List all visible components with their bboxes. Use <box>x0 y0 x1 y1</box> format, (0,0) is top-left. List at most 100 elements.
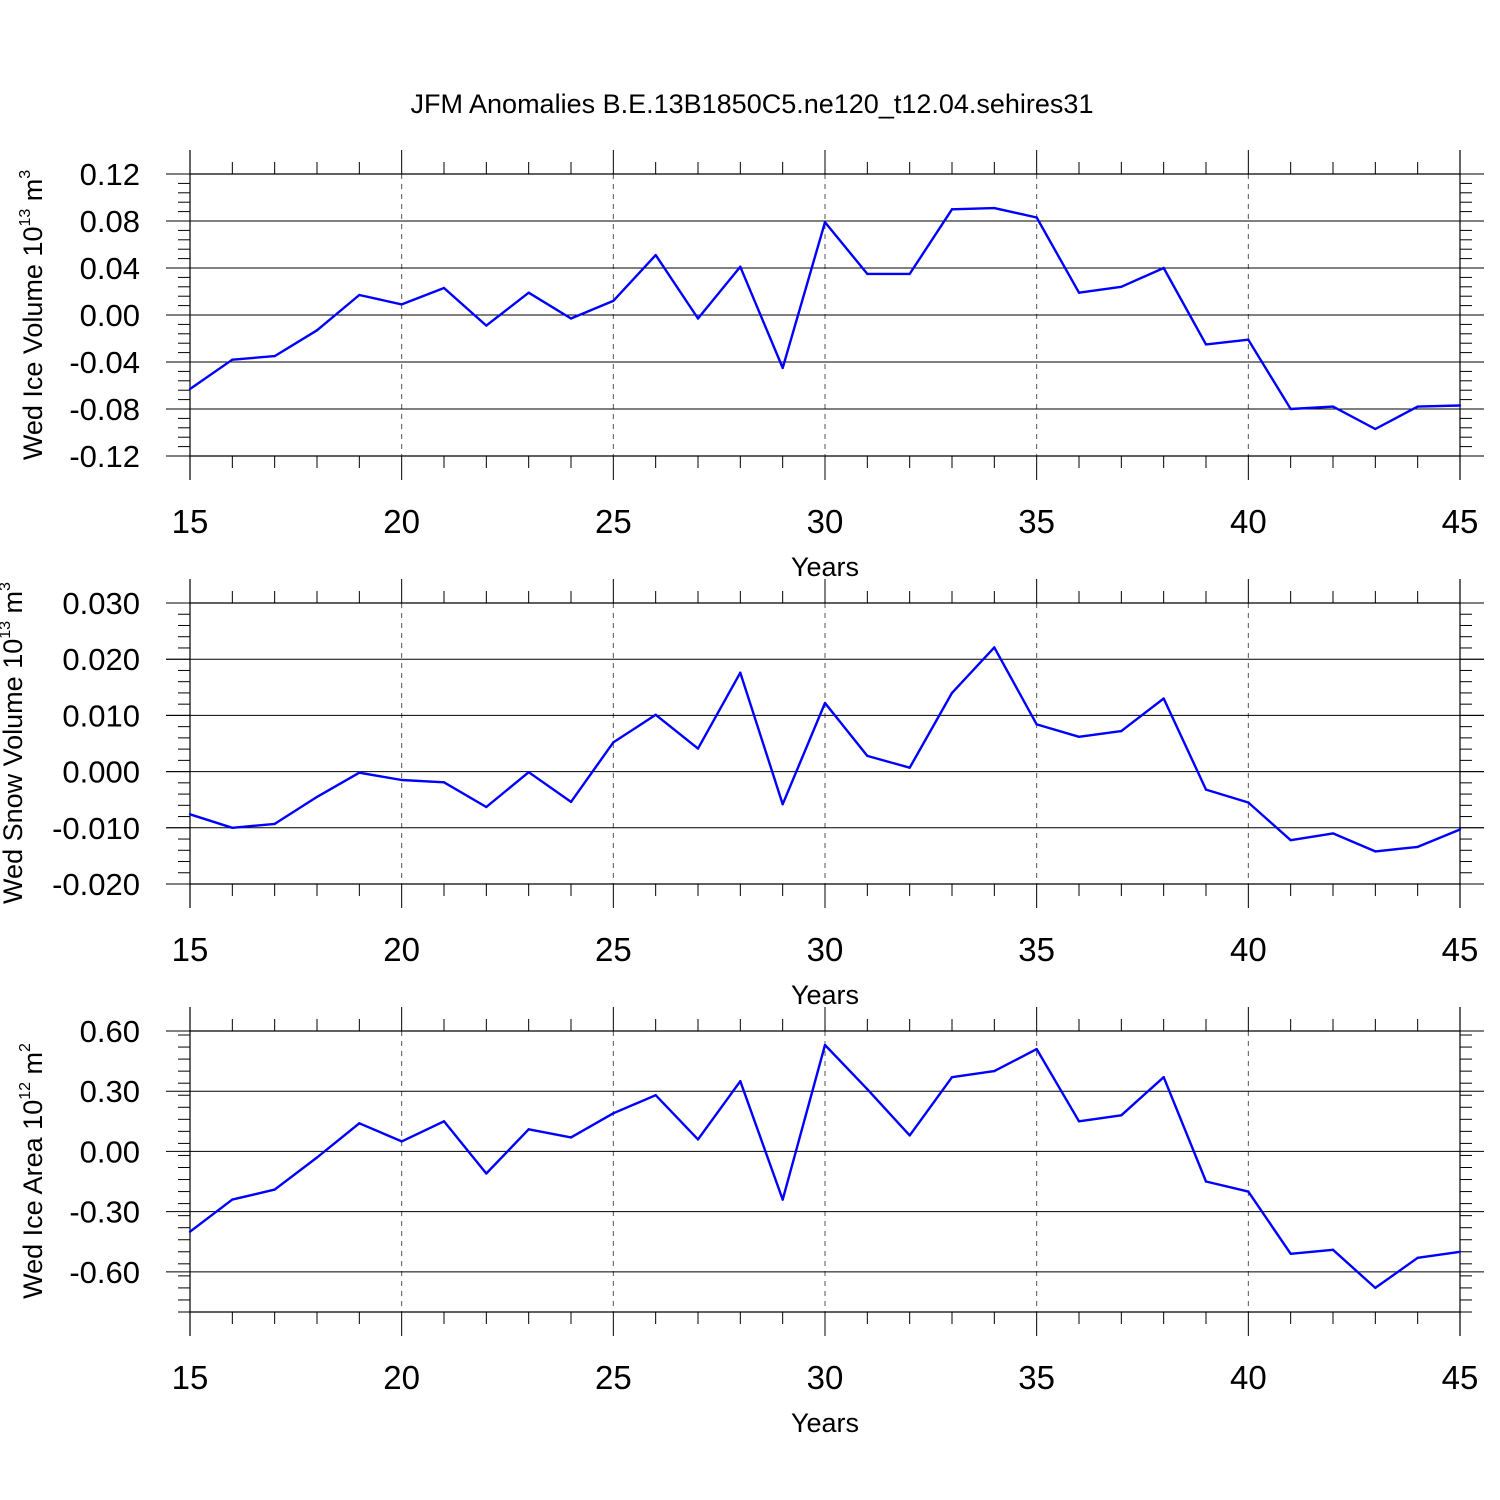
data-point <box>273 1188 276 1191</box>
x-tick-label: 25 <box>595 1359 632 1396</box>
y-tick-label: -0.020 <box>52 867 140 902</box>
data-point <box>612 741 615 744</box>
data-point <box>993 1069 996 1073</box>
data-point <box>315 1156 319 1159</box>
data-point <box>358 293 361 297</box>
data-point <box>823 701 827 705</box>
data-point <box>400 778 403 782</box>
data-point <box>1374 1286 1377 1290</box>
y-tick-label: 0.010 <box>62 698 140 733</box>
data-point <box>442 781 446 784</box>
data-point <box>908 272 911 276</box>
data-point <box>1458 828 1462 831</box>
data-point <box>1120 729 1123 733</box>
x-tick-label: 35 <box>1018 503 1055 540</box>
data-point <box>1120 285 1123 288</box>
x-axis-label: Years <box>791 980 859 1010</box>
y-axis-label-unit: m <box>18 179 48 209</box>
data-point <box>485 1172 488 1175</box>
panel-3: -0.60 -0.30 0.00 0.30 0.60 15 20 25 30 35 40 45 Year… <box>17 1007 1484 1438</box>
data-point <box>485 805 488 809</box>
data-point <box>866 754 869 758</box>
y-tick-label: 0.020 <box>62 642 140 677</box>
y-axis-label: Wed Ice Volume 1013 m3 <box>17 170 48 460</box>
data-point <box>1204 1180 1208 1183</box>
y-axis-label-unit-exp: 3 <box>0 582 14 591</box>
data-point <box>1247 338 1250 341</box>
y-axis-label: Wed Ice Area 1012 m2 <box>17 1043 48 1299</box>
y-axis-label-unit-exp: 2 <box>17 1043 34 1052</box>
data-point <box>1204 788 1208 791</box>
y-axis-label-exp: 13 <box>17 209 34 227</box>
x-tick-label: 45 <box>1442 503 1479 540</box>
y-axis-label-main: Wed Ice Volume 10 <box>18 227 48 461</box>
data-point <box>1247 801 1250 804</box>
y-axis-label-unit-exp: 3 <box>17 170 34 179</box>
x-axis-label: Years <box>791 552 859 582</box>
data-point <box>739 1079 742 1083</box>
data-point <box>1331 405 1335 408</box>
data-point <box>1289 407 1292 411</box>
data-point <box>400 1140 403 1143</box>
x-tick-label: 35 <box>1018 1359 1055 1396</box>
data-point <box>188 387 192 391</box>
y-tick-label: 0.00 <box>80 1134 140 1169</box>
data-point <box>527 291 530 294</box>
data-point <box>823 1043 827 1047</box>
data-point <box>527 1128 530 1131</box>
x-tick-label: 30 <box>807 1359 844 1396</box>
data-point <box>1458 1250 1462 1253</box>
x-tick-label: 15 <box>172 1359 209 1396</box>
y-tick-label: 0.000 <box>62 755 140 790</box>
y-axis-label-exp: 12 <box>17 1082 34 1100</box>
data-point <box>315 795 319 799</box>
data-point <box>739 671 742 674</box>
data-point <box>358 771 361 774</box>
x-tick-label: 15 <box>172 931 209 968</box>
y-tick-label: 0.12 <box>80 157 140 192</box>
x-tick-label: 40 <box>1230 931 1267 968</box>
y-tick-label: 0.04 <box>80 251 140 286</box>
data-point <box>315 329 319 332</box>
y-axis-label-unit: m <box>0 591 28 621</box>
data-point <box>569 317 573 320</box>
data-point <box>273 822 276 826</box>
data-point <box>739 265 742 269</box>
data-point <box>993 206 996 210</box>
data-point <box>654 253 657 257</box>
y-tick-label: -0.12 <box>69 439 140 474</box>
x-tick-label: 40 <box>1230 1359 1267 1396</box>
data-point <box>612 299 615 303</box>
data-point <box>400 303 403 306</box>
data-point <box>1162 1075 1165 1079</box>
data-point <box>1204 343 1208 346</box>
data-point <box>781 1198 784 1201</box>
data-point <box>1120 1114 1123 1117</box>
x-tick-label: 30 <box>807 931 844 968</box>
data-point <box>1289 838 1292 842</box>
data-point <box>1077 1120 1081 1123</box>
data-point <box>1035 216 1038 219</box>
data-point <box>442 1120 446 1123</box>
data-point <box>781 802 784 806</box>
data-point <box>696 747 700 750</box>
data-point <box>1162 266 1165 270</box>
data-point <box>485 324 488 327</box>
data-point <box>231 826 234 829</box>
data-point <box>1162 697 1165 700</box>
data-point <box>823 220 827 224</box>
data-point <box>654 713 657 717</box>
chart-title: JFM Anomalies B.E.13B1850C5.ne120_t12.04… <box>411 89 1094 119</box>
data-point <box>1035 1047 1038 1051</box>
y-tick-label: 0.60 <box>80 1014 140 1049</box>
data-point <box>569 800 573 804</box>
data-point <box>188 813 192 816</box>
data-point <box>908 1134 911 1137</box>
panel-2: -0.020 -0.010 0.000 0.010 0.020 0.030 15 20 25 30… <box>0 579 1484 1010</box>
y-tick-label: -0.60 <box>69 1255 140 1290</box>
data-point <box>950 691 954 695</box>
x-tick-label: 45 <box>1442 931 1479 968</box>
x-tick-label: 25 <box>595 931 632 968</box>
data-point <box>654 1094 657 1097</box>
